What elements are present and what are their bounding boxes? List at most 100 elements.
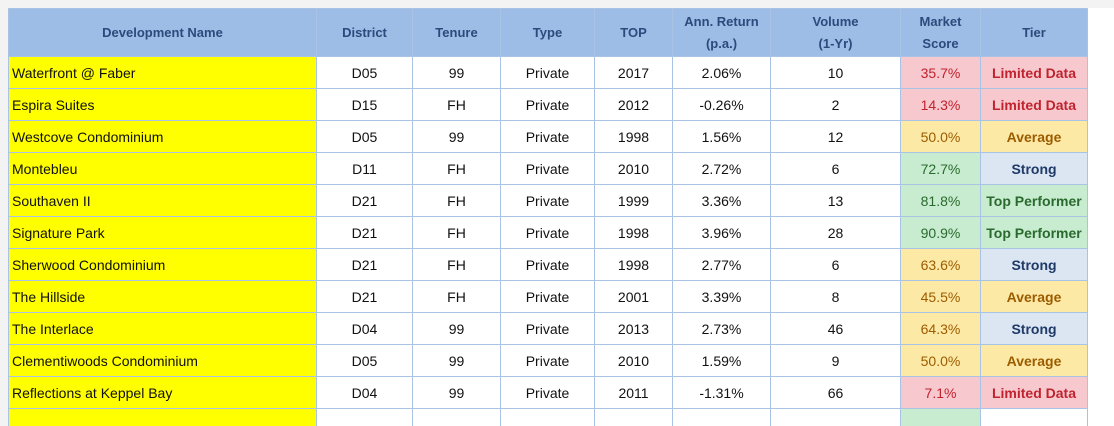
table-row: Southaven II D21 FH Private 1999 3.36% 13 81.8%… — [8, 184, 1088, 217]
table-row: Reflections at Keppel Bay D04 99 Private 201… — [8, 376, 1088, 409]
annual-return: 1.56% — [672, 120, 771, 153]
market-score: 35.7% — [900, 56, 981, 89]
market-score: 64.3% — [900, 312, 981, 345]
column-header: Market Score — [900, 8, 981, 57]
volume: 2 — [770, 88, 901, 121]
annual-return: -0.26% — [672, 88, 771, 121]
district: D21 — [316, 280, 413, 313]
header-row: Development Name District Tenure Type TOP Ann… — [8, 8, 1088, 57]
column-header: Tenure — [412, 8, 501, 57]
tier: Strong — [980, 248, 1088, 281]
development-name: Clementiwoods Condominium — [8, 344, 317, 377]
annual-return: 2.73% — [672, 312, 771, 345]
type: Private — [500, 56, 595, 89]
type: Private — [500, 184, 595, 217]
empty-cell — [316, 408, 413, 426]
empty-cell — [412, 408, 501, 426]
top-year: 1998 — [594, 248, 673, 281]
volume: 28 — [770, 216, 901, 249]
empty-cell — [900, 408, 981, 426]
development-name: Montebleu — [8, 152, 317, 185]
tier: Limited Data — [980, 88, 1088, 121]
development-name: The Hillside — [8, 280, 317, 313]
district: D04 — [316, 312, 413, 345]
top-year: 2017 — [594, 56, 673, 89]
market-score: 50.0% — [900, 344, 981, 377]
development-name: The Interlace — [8, 312, 317, 345]
table-row: The Interlace D04 99 Private 2013 2.73% 46 64.3… — [8, 312, 1088, 345]
header-text: Ann. Return — [684, 13, 759, 29]
type: Private — [500, 88, 595, 121]
type: Private — [500, 344, 595, 377]
tier: Limited Data — [980, 376, 1088, 409]
table-row: Signature Park D21 FH Private 1998 3.96% 28 90.… — [8, 216, 1088, 249]
market-score: 45.5% — [900, 280, 981, 313]
volume: 46 — [770, 312, 901, 345]
column-header: Type — [500, 8, 595, 57]
development-name: Sherwood Condominium — [8, 248, 317, 281]
top-year: 2012 — [594, 88, 673, 121]
tier: Limited Data — [980, 56, 1088, 89]
top-year: 2001 — [594, 280, 673, 313]
district: D05 — [316, 56, 413, 89]
column-header: District — [316, 8, 413, 57]
tenure: FH — [412, 280, 501, 313]
volume: 9 — [770, 344, 901, 377]
district: D15 — [316, 88, 413, 121]
market-score: 72.7% — [900, 152, 981, 185]
tier: Strong — [980, 152, 1088, 185]
tenure: 99 — [412, 312, 501, 345]
type: Private — [500, 248, 595, 281]
district: D21 — [316, 184, 413, 217]
header-text: Type — [532, 24, 563, 40]
table-row: Espira Suites D15 FH Private 2012 -0.26% 2 14.3… — [8, 88, 1088, 121]
column-header: Volume (1-Yr) — [770, 8, 901, 57]
empty-row — [8, 408, 1088, 426]
tier: Average — [980, 280, 1088, 313]
tenure: 99 — [412, 344, 501, 377]
header-text: Volume — [812, 13, 859, 29]
district: D21 — [316, 248, 413, 281]
type: Private — [500, 152, 595, 185]
annual-return: 2.06% — [672, 56, 771, 89]
volume: 13 — [770, 184, 901, 217]
market-score: 50.0% — [900, 120, 981, 153]
tenure: FH — [412, 184, 501, 217]
volume: 10 — [770, 56, 901, 89]
header-text: Tenure — [435, 24, 478, 40]
top-year: 1998 — [594, 120, 673, 153]
type: Private — [500, 280, 595, 313]
district: D05 — [316, 344, 413, 377]
volume: 66 — [770, 376, 901, 409]
annual-return: 2.77% — [672, 248, 771, 281]
volume: 6 — [770, 152, 901, 185]
district: D04 — [316, 376, 413, 409]
header-text: Score — [922, 35, 959, 51]
top-year: 2011 — [594, 376, 673, 409]
annual-return: -1.31% — [672, 376, 771, 409]
tenure: 99 — [412, 120, 501, 153]
empty-cell — [672, 408, 771, 426]
tenure: 99 — [412, 56, 501, 89]
table-row: Sherwood Condominium D21 FH Private 1998 2.77… — [8, 248, 1088, 281]
empty-cell — [8, 408, 317, 426]
column-header: Tier — [980, 8, 1088, 57]
empty-cell — [770, 408, 901, 426]
type: Private — [500, 312, 595, 345]
tenure: FH — [412, 152, 501, 185]
empty-cell — [594, 408, 673, 426]
header-text: District — [342, 24, 387, 40]
annual-return: 3.96% — [672, 216, 771, 249]
development-name: Southaven II — [8, 184, 317, 217]
column-header: Ann. Return (p.a.) — [672, 8, 771, 57]
district: D21 — [316, 216, 413, 249]
header-text: Tier — [1022, 24, 1046, 40]
type: Private — [500, 376, 595, 409]
data-table: Development Name District Tenure Type TOP Ann… — [8, 8, 1088, 426]
table-row: The Hillside D21 FH Private 2001 3.39% 8 45.5% A… — [8, 280, 1088, 313]
header-text: (p.a.) — [705, 35, 738, 51]
header-text: TOP — [620, 24, 647, 40]
tenure: 99 — [412, 376, 501, 409]
top-year: 2013 — [594, 312, 673, 345]
